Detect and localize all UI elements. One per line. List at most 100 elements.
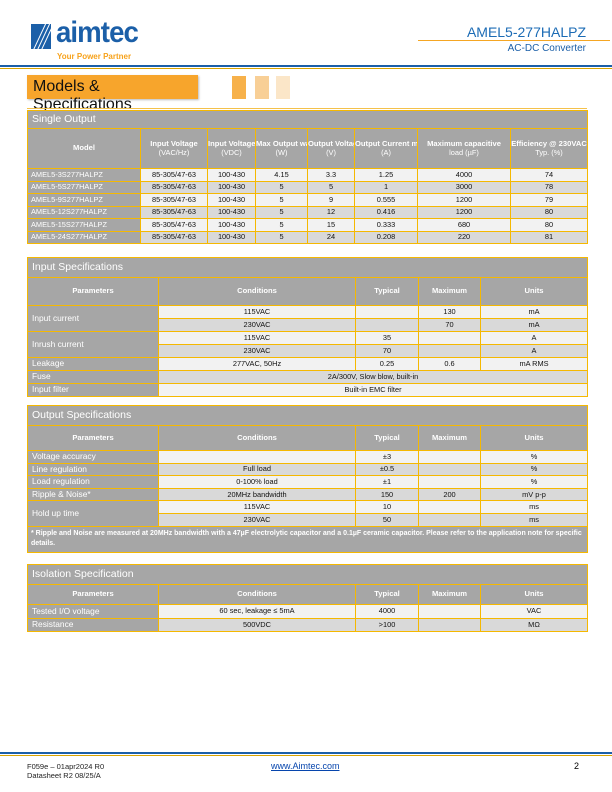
spec-value: VAC bbox=[480, 604, 588, 619]
column-header: Parameters bbox=[27, 584, 159, 605]
decor-block bbox=[255, 76, 269, 99]
column-header-unit: (VAC/Hz) bbox=[158, 147, 190, 157]
spec-value: A bbox=[479, 331, 589, 345]
spec-value: mA bbox=[479, 305, 589, 319]
brand-tagline: Your Power Partner bbox=[57, 52, 132, 61]
column-header-unit: (V) bbox=[326, 147, 336, 157]
parameter-name: Resistance bbox=[27, 617, 159, 632]
column-header-unit: (W) bbox=[275, 147, 288, 157]
spec-value: 80 bbox=[509, 205, 589, 219]
footnote: * Ripple and Noise are measured at 20MHz… bbox=[26, 525, 589, 553]
spec-value: 500VDC bbox=[158, 617, 356, 632]
column-header-label: Maximum capacitive bbox=[427, 139, 501, 149]
column-header-label: Model bbox=[73, 143, 95, 153]
table-row: * Ripple and Noise are measured at 20MHz… bbox=[26, 525, 589, 553]
spec-value: 0.416 bbox=[354, 205, 418, 219]
column-header: Max Output wattage(W) bbox=[255, 128, 308, 169]
column-header: Units bbox=[479, 425, 589, 451]
table-row: 230VAC 70 mA bbox=[28, 318, 589, 332]
spec-value: 85-305/47-63 bbox=[140, 193, 208, 207]
spec-value: 4000 bbox=[355, 604, 419, 619]
spec-value: 10 bbox=[355, 500, 419, 514]
spec-value: 12 bbox=[307, 205, 355, 219]
brand-name: aimtec bbox=[56, 16, 139, 49]
spec-value: 80 bbox=[509, 218, 589, 232]
spec-value: Built-in EMC filter bbox=[157, 383, 589, 397]
decor-block bbox=[232, 76, 246, 99]
spec-value: ±1 bbox=[355, 475, 419, 489]
column-header: Maximum bbox=[418, 277, 481, 306]
form-number: F059e – 01apr2024 R0 bbox=[27, 762, 105, 771]
model-name: AMEL5-12S277HALPZ bbox=[27, 205, 141, 219]
parameter-name: Load regulation bbox=[27, 475, 159, 489]
spec-value: >100 bbox=[355, 617, 419, 632]
spec-value: 5 bbox=[255, 180, 308, 194]
column-header: Typical bbox=[355, 425, 419, 451]
spec-value bbox=[418, 604, 481, 619]
isolation-spec-table: Isolation Specification Parameters Conditi… bbox=[27, 564, 588, 632]
spec-value: 24 bbox=[307, 230, 355, 244]
website-link[interactable]: www.Aimtec.com bbox=[271, 761, 340, 771]
column-header-label: Input Voltage bbox=[208, 139, 256, 149]
spec-value: MΩ bbox=[480, 617, 588, 632]
spec-value: 60 sec, leakage ≤ 5mA bbox=[158, 604, 356, 619]
table-row: AMEL5-12S277HALPZ 85-305/47-63 100-430 5 12 0… bbox=[27, 205, 589, 219]
column-header: Model bbox=[27, 128, 141, 169]
spec-value: A bbox=[479, 344, 589, 358]
spec-value: 1.25 bbox=[354, 168, 418, 182]
table-row: Fuse 2A/300V, Slow blow, built-in bbox=[27, 370, 589, 384]
spec-value bbox=[355, 305, 419, 319]
table-row: Ripple & Noise* 20MHz bandwidth 150 200 mV p… bbox=[27, 487, 589, 502]
table-row: Inrush current 115VAC 35 A bbox=[27, 331, 589, 358]
parameter-name: Line regulation bbox=[27, 462, 159, 477]
spec-value: mA bbox=[479, 318, 589, 332]
footer-revision: F059e – 01apr2024 R0 Datasheet R2 08/25/… bbox=[27, 762, 104, 780]
column-header: Efficiency @ 230VAC Typ. (%) bbox=[509, 128, 589, 169]
column-header-unit: load (µF) bbox=[449, 147, 479, 157]
table-title: Isolation Specification bbox=[27, 564, 588, 585]
spec-value: 9 bbox=[307, 193, 355, 207]
table-row: Output Specifications bbox=[26, 405, 589, 426]
column-header-unit: Typ. (%) bbox=[535, 147, 563, 157]
datasheet-revision: Datasheet R2 08/25/A bbox=[27, 771, 101, 780]
table-row: Voltage accuracy ±3% bbox=[27, 450, 589, 464]
column-header: Output Voltage(V) bbox=[307, 128, 355, 169]
spec-value: 85-305/47-63 bbox=[140, 205, 208, 219]
spec-value bbox=[418, 344, 481, 358]
parameter-name: Hold up time bbox=[27, 500, 159, 527]
spec-value: 150 bbox=[355, 487, 419, 502]
spec-value: Full load bbox=[158, 462, 356, 477]
column-header: Typical bbox=[355, 277, 419, 306]
spec-value: 0.6 bbox=[418, 357, 481, 371]
spec-value: 115VAC bbox=[158, 331, 356, 345]
parameter-name: Fuse bbox=[27, 370, 159, 384]
spec-value: 74 bbox=[509, 168, 589, 182]
column-header: Input Voltage (VDC) bbox=[207, 128, 256, 169]
spec-value: 5 bbox=[255, 230, 308, 244]
column-header: Units bbox=[479, 277, 589, 306]
single-output-table: Single Output Model Input Voltage (VAC/Hz) I… bbox=[26, 110, 589, 244]
spec-value: 100-430 bbox=[207, 193, 256, 207]
spec-value: 100-430 bbox=[207, 230, 256, 244]
model-name: AMEL5-15S277HALPZ bbox=[27, 218, 141, 232]
spec-value: 5 bbox=[255, 205, 308, 219]
spec-value bbox=[158, 450, 356, 464]
table-row: Single Output bbox=[26, 110, 589, 129]
aimtec-logo: aimtec Your Power Partner bbox=[30, 16, 160, 62]
table-row: AMEL5-15S277HALPZ 85-305/47-63 100-430 5 15 0… bbox=[27, 218, 589, 232]
spec-value: % bbox=[479, 475, 589, 489]
spec-value: 0.555 bbox=[354, 193, 418, 207]
column-header: Maximum capacitive load (µF) bbox=[417, 128, 511, 169]
column-header: Maximum bbox=[418, 425, 481, 451]
spec-value: 15 bbox=[307, 218, 355, 232]
table-row: AMEL5-3S277HALPZ 85-305/47-63 100-430 4.15 3… bbox=[27, 168, 589, 182]
spec-value bbox=[418, 512, 481, 527]
output-spec-table: Output Specifications Parameters Condition… bbox=[26, 405, 589, 553]
table-row: Load regulation 0-100% load ±1% bbox=[27, 475, 589, 489]
spec-value: 70 bbox=[418, 318, 481, 332]
spec-value: 81 bbox=[509, 230, 589, 244]
section-divider bbox=[27, 108, 587, 109]
spec-value: ms bbox=[479, 512, 589, 527]
spec-value: 100-430 bbox=[207, 180, 256, 194]
spec-value: 115VAC bbox=[158, 305, 356, 319]
